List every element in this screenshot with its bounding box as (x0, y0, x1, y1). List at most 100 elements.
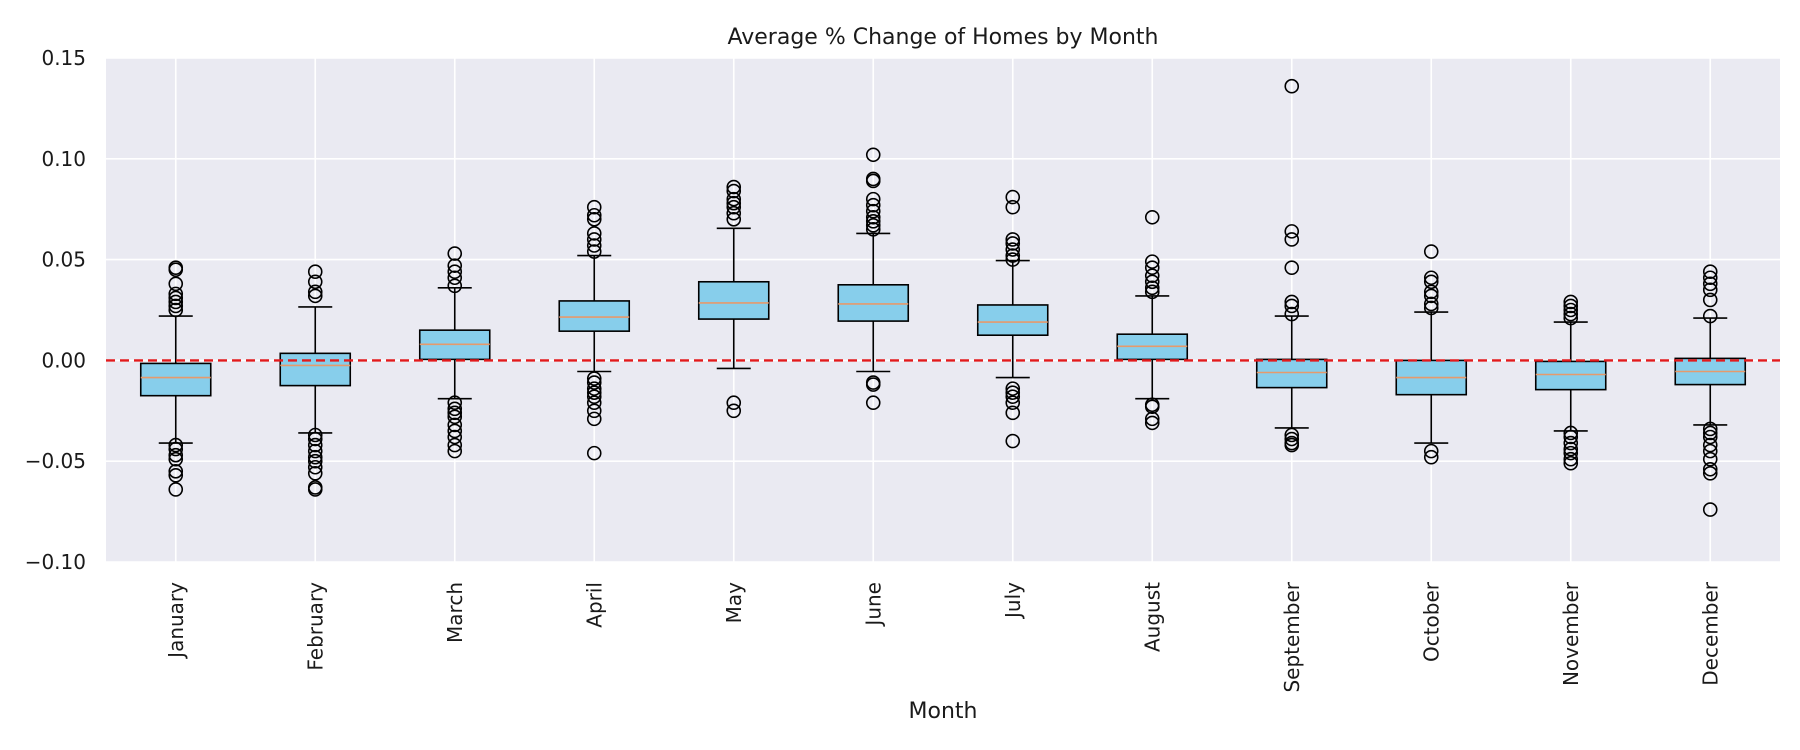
outlier-point (447, 417, 463, 433)
outlier-point (726, 403, 742, 419)
outlier-point (447, 423, 463, 439)
outlier-point (1702, 276, 1718, 292)
outlier-point (168, 302, 184, 318)
outlier-point (1005, 252, 1021, 267)
outlier-point (447, 270, 463, 286)
box-group-april (558, 199, 631, 461)
outlier-point (168, 276, 184, 292)
x-tick-label-february: February (303, 582, 327, 671)
outlier-point (726, 205, 742, 221)
outlier-point (1702, 425, 1718, 441)
outlier-point (1144, 274, 1160, 290)
outlier-point (1284, 298, 1300, 314)
x-tick-label-july: July (1001, 582, 1025, 620)
outlier-point (586, 389, 602, 404)
box-iqr (279, 352, 352, 387)
outlier-point (726, 195, 742, 211)
outlier-point (586, 232, 602, 247)
outlier-point (726, 179, 742, 195)
box-iqr (1255, 358, 1328, 389)
outlier-point (586, 403, 602, 419)
box-group-march (418, 246, 491, 459)
x-tick-label-december: December (1698, 581, 1722, 685)
outlier-point (447, 264, 463, 279)
outlier-point (1563, 302, 1579, 318)
outlier-point (1423, 449, 1439, 465)
outlier-point (168, 441, 184, 457)
outlier-point (586, 371, 602, 386)
outlier-point (726, 199, 742, 215)
outlier-point (1284, 427, 1300, 443)
outlier-point (168, 463, 184, 479)
outlier-point (726, 191, 742, 207)
outlier-point (168, 294, 184, 310)
outlier-point (168, 468, 184, 483)
outlier-point (307, 288, 323, 304)
outlier-point (307, 449, 323, 465)
x-tick-label-may: May (722, 582, 746, 624)
outlier-point (1423, 270, 1439, 286)
y-tick-label: 0.05 (41, 248, 86, 272)
outlier-point (586, 395, 602, 411)
box-group-september (1255, 78, 1328, 453)
outlier-point (1563, 429, 1579, 445)
outlier-point (307, 453, 323, 469)
outlier-point (168, 447, 184, 463)
outlier-point (1702, 264, 1718, 279)
outlier-point (586, 207, 602, 223)
outlier-point (1563, 445, 1579, 461)
outlier-point (1005, 248, 1021, 263)
outlier-point (1423, 296, 1439, 312)
box-iqr (697, 280, 770, 320)
outlier-point (1702, 308, 1718, 324)
outlier-point (1005, 405, 1021, 421)
outlier-point (865, 173, 881, 189)
outlier-point (865, 191, 881, 207)
outlier-point (307, 443, 323, 459)
outlier-point (307, 465, 323, 481)
outlier-point (447, 401, 463, 417)
outlier-point (1005, 381, 1021, 396)
outlier-point (1702, 282, 1718, 298)
outlier-point (1144, 399, 1160, 415)
outlier-point (1284, 306, 1300, 322)
box-iqr (139, 362, 212, 397)
outlier-point (1005, 395, 1021, 411)
outlier-point (1423, 244, 1439, 259)
outlier-point (1284, 294, 1300, 310)
outlier-point (1563, 310, 1579, 326)
x-tick-label-march: March (443, 582, 467, 643)
outlier-point (1563, 298, 1579, 314)
outlier-point (168, 290, 184, 306)
outlier-point (307, 274, 323, 290)
outlier-point (1702, 465, 1718, 481)
outlier-point (307, 431, 323, 447)
outlier-point (168, 437, 184, 453)
outlier-point (865, 213, 881, 229)
boxes (139, 78, 1747, 517)
outlier-point (447, 258, 463, 273)
outlier-point (1005, 232, 1021, 247)
outlier-point (307, 482, 323, 497)
x-tick-label-october: October (1419, 581, 1443, 662)
outlier-point (586, 244, 602, 259)
outlier-point (1144, 254, 1160, 269)
outlier-point (1423, 443, 1439, 459)
outlier-point (726, 183, 742, 199)
outlier-point (1144, 284, 1160, 300)
outlier-point (447, 246, 463, 261)
y-tick-label: 0.15 (41, 46, 86, 70)
outlier-point (865, 218, 881, 233)
outlier-point (1563, 306, 1579, 322)
y-tick-label: 0.00 (41, 348, 86, 372)
outlier-point (865, 395, 881, 411)
x-axis-title: Month (909, 699, 978, 724)
box-iqr (976, 304, 1049, 336)
outlier-point (1284, 437, 1300, 453)
outlier-point (447, 437, 463, 453)
box-group-june (837, 147, 910, 411)
outlier-point (307, 459, 323, 475)
outlier-point (586, 226, 602, 241)
outlier-point (1005, 199, 1021, 215)
